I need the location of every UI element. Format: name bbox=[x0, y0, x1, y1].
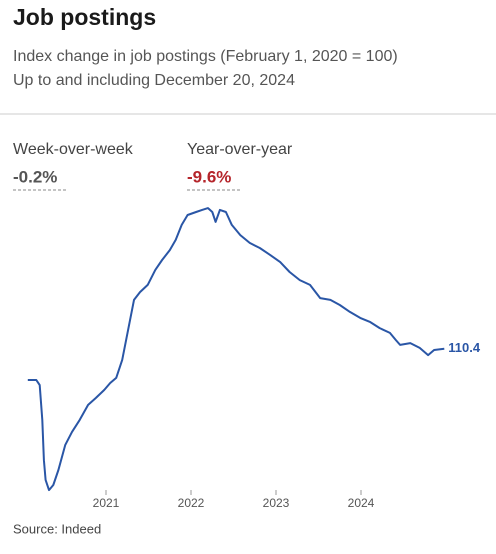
stat-value: -9.6% bbox=[187, 167, 231, 186]
subtitle: Index change in job postings (February 1… bbox=[13, 48, 398, 65]
x-tick-label: 2023 bbox=[263, 496, 290, 510]
chart-title: Job postings bbox=[13, 4, 156, 30]
x-tick-label: 2024 bbox=[348, 496, 375, 510]
stat-label: Week-over-week bbox=[13, 141, 134, 158]
source: Source: Indeed bbox=[13, 521, 101, 536]
stat-value: -0.2% bbox=[13, 167, 57, 186]
line bbox=[27, 207, 445, 492]
subtitle: Up to and including December 20, 2024 bbox=[13, 72, 295, 89]
x-tick-label: 2022 bbox=[178, 496, 205, 510]
x-tick-label: 2021 bbox=[93, 496, 120, 510]
end-label: 110.4 bbox=[448, 340, 481, 355]
stat-label: Year-over-year bbox=[187, 141, 293, 158]
